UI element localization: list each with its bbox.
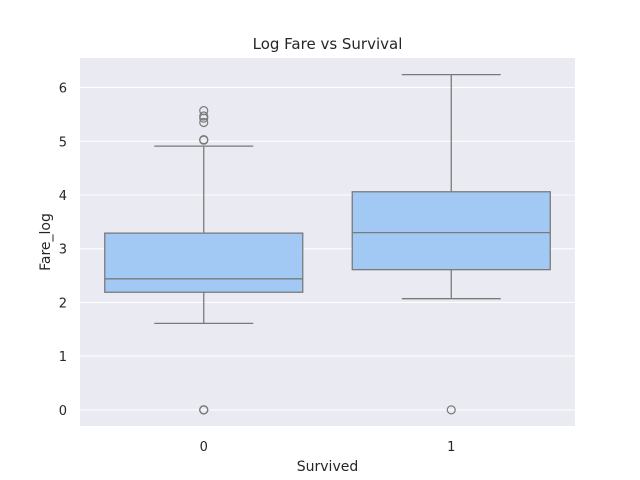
y-tick-labels: 0 1 2 3 4 5 6 — [59, 82, 67, 419]
y-tick-label: 1 — [59, 350, 67, 365]
x-axis-label: Survived — [297, 459, 358, 475]
y-tick-label: 2 — [59, 296, 67, 311]
outlier-point — [446, 405, 456, 415]
outlier-point — [199, 111, 209, 121]
y-tick-label: 5 — [59, 135, 67, 150]
y-tick-label: 6 — [59, 82, 67, 97]
iqr-box — [104, 232, 304, 293]
outlier-point — [199, 106, 209, 116]
y-tick-label: 4 — [59, 189, 67, 204]
outlier-point — [199, 117, 209, 128]
outlier-point — [199, 405, 209, 415]
y-axis-label: Fare_log — [38, 213, 54, 271]
box-0 — [104, 106, 304, 415]
box-group — [104, 74, 551, 415]
chart-title: Log Fare vs Survival — [253, 35, 403, 53]
iqr-box — [351, 191, 551, 271]
x-tick-label: 0 — [200, 440, 208, 455]
x-tick-label: 1 — [447, 440, 455, 455]
y-tick-label: 3 — [59, 243, 67, 258]
box-1 — [351, 74, 551, 415]
y-tick-label: 0 — [59, 404, 67, 419]
outlier-point — [199, 135, 209, 145]
